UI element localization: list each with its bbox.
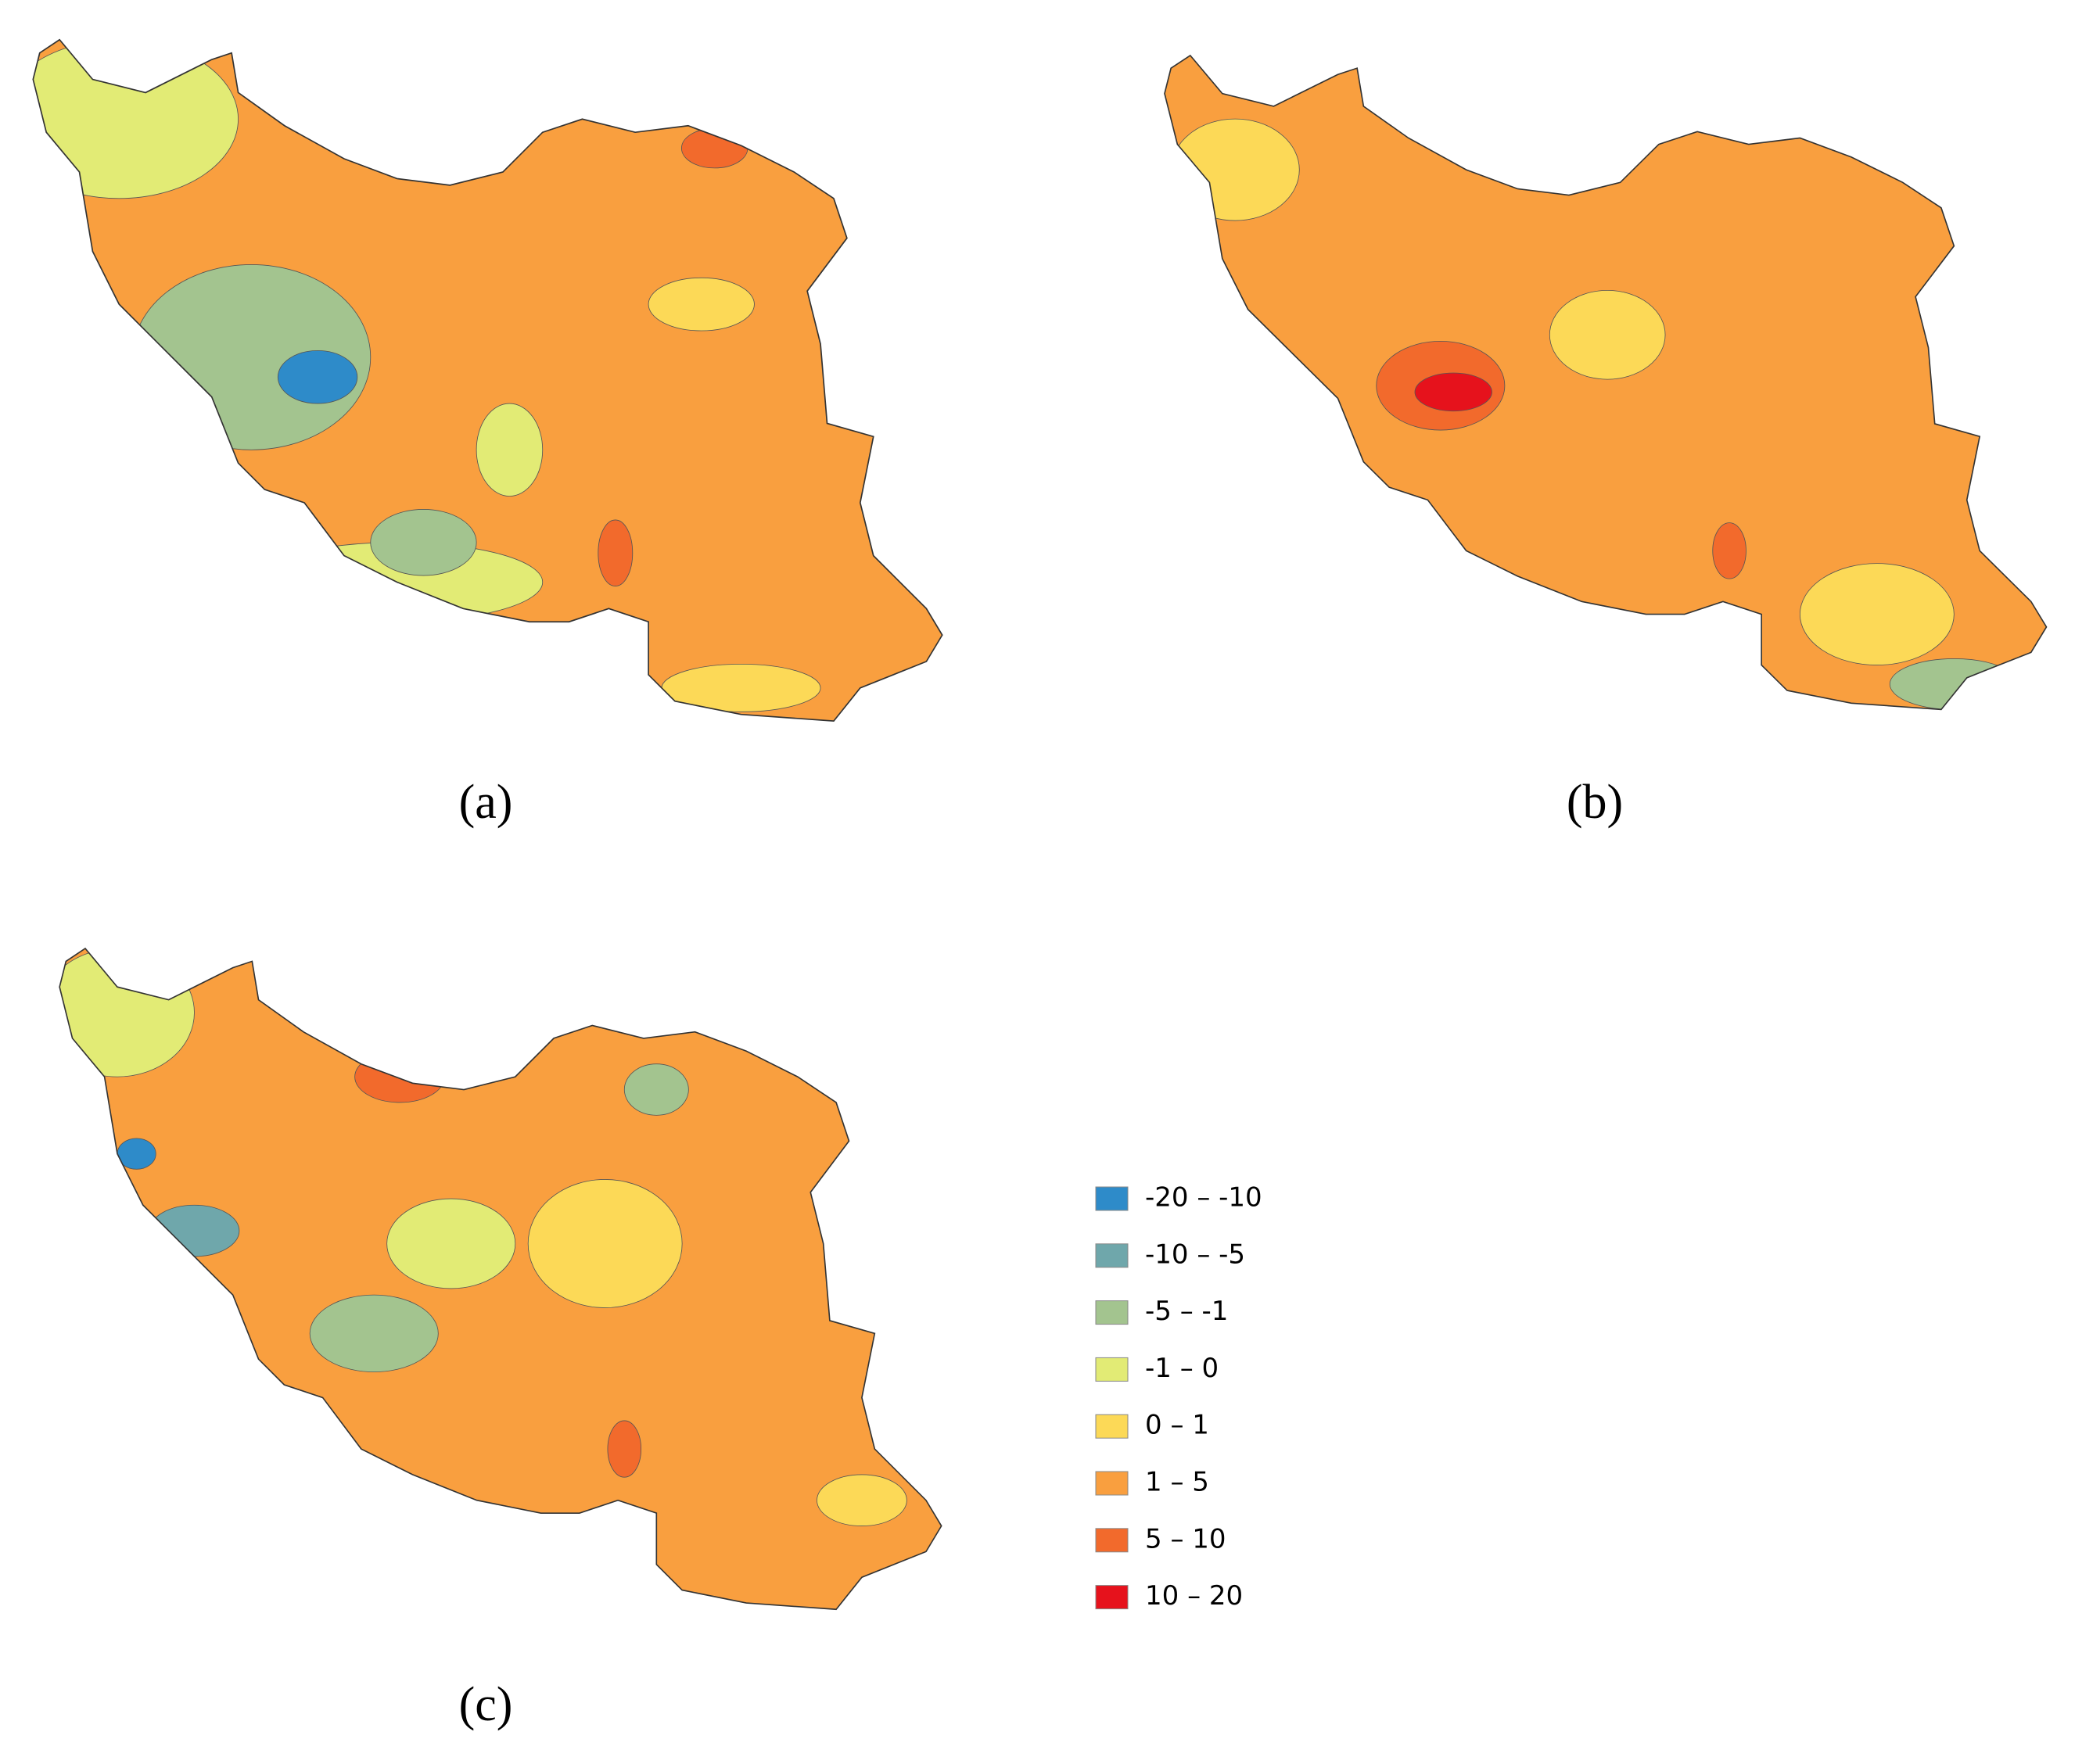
legend-label: -1 – 0 — [1145, 1353, 1219, 1384]
legend-swatch — [1095, 1414, 1129, 1439]
region — [354, 1050, 445, 1103]
region — [1889, 658, 2019, 710]
panel-label: (b) — [1567, 776, 1623, 829]
region — [1414, 372, 1492, 412]
panel-label: (a) — [459, 776, 513, 829]
legend-swatch — [1095, 1243, 1129, 1268]
legend-swatch — [1095, 1471, 1129, 1496]
region — [527, 1179, 683, 1308]
region — [59, 948, 195, 1077]
region — [476, 403, 544, 497]
legend-swatch — [1095, 1357, 1129, 1382]
region — [277, 350, 358, 404]
region — [817, 1474, 907, 1526]
map-a — [32, 38, 943, 722]
map-c — [59, 948, 942, 1611]
legend-swatch — [1095, 1528, 1129, 1553]
region — [1170, 118, 1300, 221]
region — [623, 1063, 689, 1116]
panel-label: (c) — [459, 1678, 513, 1731]
legend-label: -10 – -5 — [1145, 1239, 1245, 1270]
legend-label: 0 – 1 — [1145, 1410, 1209, 1441]
legend: -20 – -10 -10 – -5 -5 – -1 -1 – 0 0 – 1 1 – 5… — [1095, 1182, 1262, 1612]
region — [607, 1420, 642, 1478]
map-b — [1164, 55, 2048, 711]
region — [598, 519, 634, 586]
legend-label: -5 – -1 — [1145, 1296, 1228, 1327]
legend-swatch — [1095, 1300, 1129, 1325]
region — [1712, 522, 1747, 579]
region — [680, 127, 749, 169]
legend-label: -20 – -10 — [1145, 1182, 1262, 1214]
region — [1208, 360, 1313, 437]
legend-swatch — [1095, 1186, 1129, 1211]
legend-label: 5 – 10 — [1145, 1523, 1226, 1554]
legend-swatch — [1095, 1585, 1129, 1610]
region — [386, 1198, 516, 1289]
region — [1799, 563, 1955, 665]
region — [309, 1294, 439, 1373]
region — [370, 508, 477, 576]
legend-label: 1 – 5 — [1145, 1467, 1209, 1498]
region — [648, 277, 755, 332]
legend-label: 10 – 20 — [1145, 1580, 1243, 1612]
region — [661, 663, 821, 712]
region — [149, 1204, 240, 1257]
region — [1549, 289, 1666, 380]
